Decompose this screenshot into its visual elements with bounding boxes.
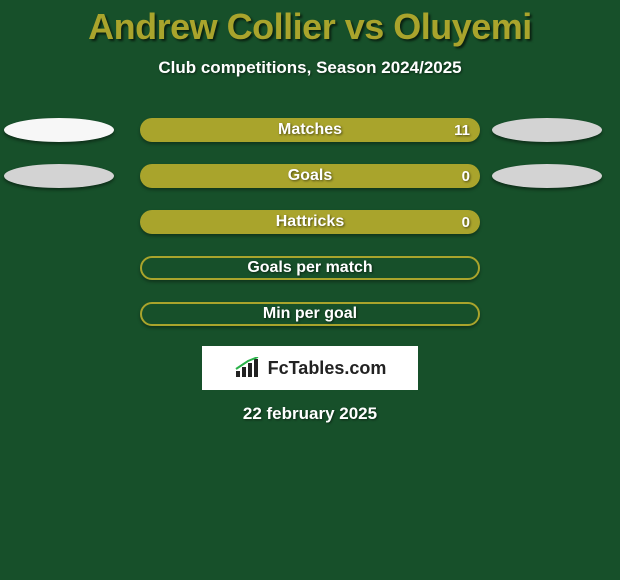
stat-bar: Matches 11 (140, 118, 480, 142)
stat-bar: Goals per match (140, 256, 480, 280)
comparison-card: Andrew Collier vs Oluyemi Club competiti… (0, 0, 620, 424)
stat-row: Hattricks 0 (0, 210, 620, 234)
stat-row: Min per goal (0, 302, 620, 326)
stat-label: Min per goal (263, 305, 357, 323)
stat-label: Matches (278, 121, 342, 139)
stat-row: Goals per match (0, 256, 620, 280)
stat-bar: Goals 0 (140, 164, 480, 188)
date: 22 february 2025 (243, 404, 377, 424)
stat-row: Matches 11 (0, 118, 620, 142)
left-player-ellipse (4, 164, 114, 188)
stat-label: Goals per match (247, 259, 372, 277)
subtitle: Club competitions, Season 2024/2025 (158, 58, 461, 78)
stat-value: 0 (462, 214, 470, 231)
stat-label: Hattricks (276, 213, 344, 231)
left-player-ellipse (4, 118, 114, 142)
page-title: Andrew Collier vs Oluyemi (88, 6, 532, 48)
stat-value: 0 (462, 168, 470, 185)
logo-text: FcTables.com (268, 358, 387, 379)
right-player-ellipse (492, 118, 602, 142)
right-player-ellipse (492, 164, 602, 188)
stat-row: Goals 0 (0, 164, 620, 188)
stat-value: 11 (454, 122, 470, 139)
stat-rows: Matches 11 Goals 0 Hattricks 0 Goals per… (0, 118, 620, 326)
stat-bar: Min per goal (140, 302, 480, 326)
stat-label: Goals (288, 167, 332, 185)
barchart-icon (234, 357, 262, 379)
logo: FcTables.com (202, 346, 418, 390)
stat-bar: Hattricks 0 (140, 210, 480, 234)
